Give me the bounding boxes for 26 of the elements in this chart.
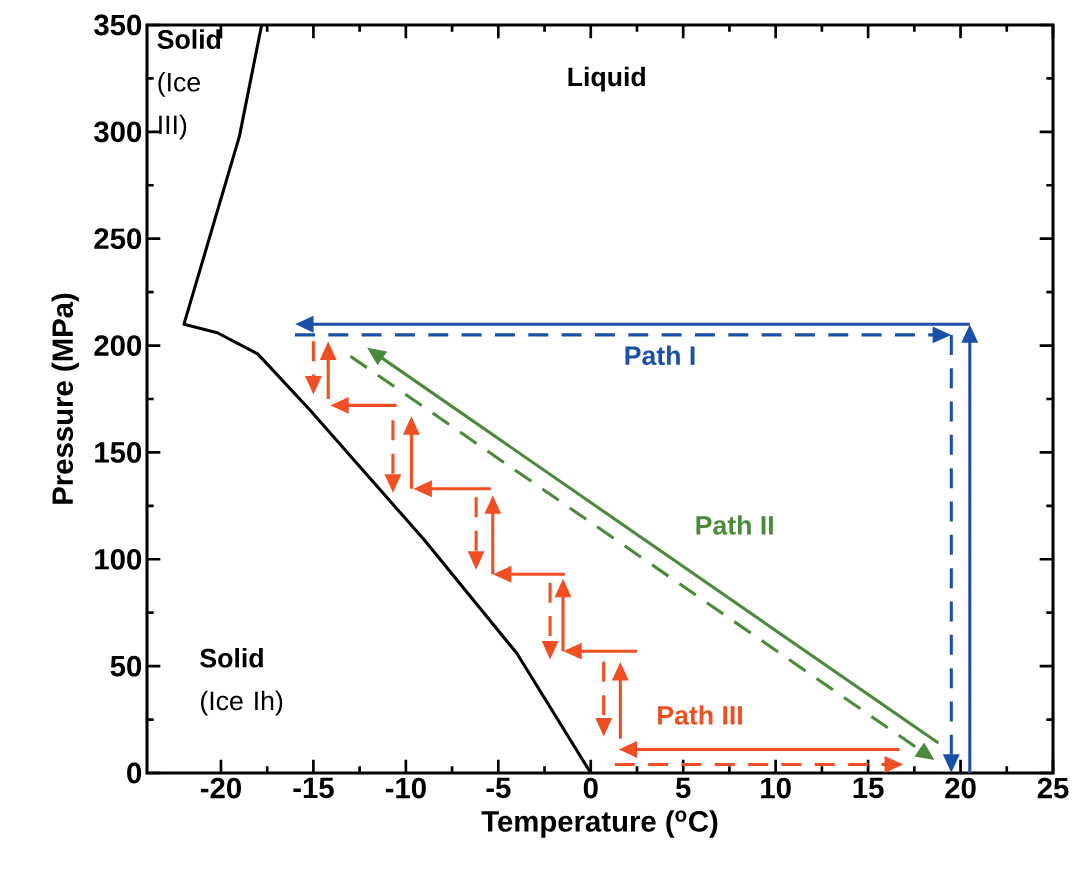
x-tick-label: 15: [853, 777, 884, 799]
annotation: Solid (Ice Ih): [200, 648, 283, 716]
annotation: Path I: [625, 345, 695, 366]
x-tick-label: 10: [761, 777, 791, 799]
y-tick-label: 300: [94, 121, 142, 143]
annotation: Liquid: [568, 66, 645, 92]
x-tick-label: -15: [293, 777, 334, 799]
y-axis-title: Pressure (MPa): [51, 293, 79, 504]
x-tick-label: -20: [200, 777, 241, 799]
y-tick-label: 350: [94, 14, 142, 36]
y-tick-label: 200: [94, 335, 142, 356]
y-tick-label: 0: [127, 762, 142, 784]
y-tick-label: 250: [94, 228, 142, 250]
x-tick-label: 5: [675, 777, 691, 799]
x-tick-label: 0: [583, 777, 598, 799]
y-tick-label: 150: [95, 442, 142, 463]
x-tick-label: 25: [1037, 777, 1069, 799]
y-tick-label: 50: [110, 655, 142, 677]
x-axis-title: Temperature ($^{o}$C): [481, 810, 718, 838]
x-tick-label: 20: [945, 777, 976, 799]
x-tick-label: -5: [486, 777, 511, 799]
annotation: Solid (Ice III): [157, 29, 221, 140]
y-tick-label: 100: [95, 548, 142, 570]
x-tick-label: -10: [385, 777, 426, 799]
annotation: Path II: [696, 515, 773, 535]
annotation: Path III: [658, 705, 742, 725]
